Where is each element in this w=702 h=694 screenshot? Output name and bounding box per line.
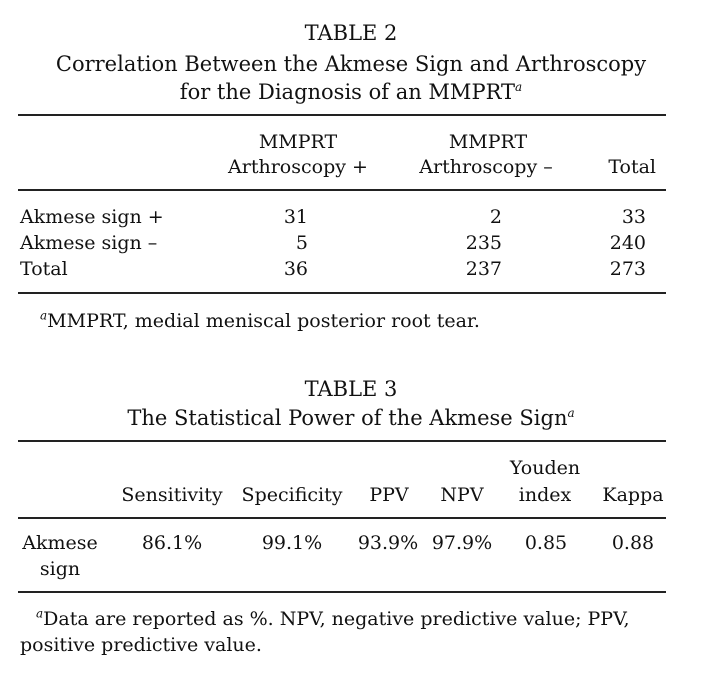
table3-footnote-line1: aData are reported as %. NPV, negative p… [36, 606, 630, 630]
table3-label: TABLE 3 [304, 377, 398, 401]
table2-row-label: Akmese sign + [20, 206, 164, 228]
table2-cell: 235 [465, 232, 502, 254]
table2-header-col2-line1: MMPRT [448, 131, 528, 153]
table2-header-col1-line2: Arthroscopy + [228, 156, 368, 178]
table2-caption-line2: for the Diagnosis of an MMPRTa [179, 80, 523, 104]
table3-caption: The Statistical Power of the Akmese Sign… [127, 406, 575, 430]
table3-header-sensitivity: Sensitivity [121, 484, 223, 506]
table3-cell-sensitivity: 86.1% [141, 532, 203, 554]
table3-header-youden-line1: Youden [509, 457, 581, 479]
table2-header-rule [18, 189, 666, 191]
table2-caption-footnote-marker: a [515, 80, 523, 94]
table3-cell-specificity: 99.1% [261, 532, 323, 554]
table2-footnote-marker: a [40, 308, 48, 323]
table2-cell: 5 [295, 232, 308, 254]
table3-footnote-marker: a [36, 606, 44, 621]
table3-header-rule [18, 517, 666, 519]
table2-cell: 2 [489, 206, 502, 228]
table2-cell: 36 [283, 258, 308, 280]
table2-header-col1-line1: MMPRT [258, 131, 338, 153]
table2-cell: 273 [609, 258, 646, 280]
table2-footnote: aMMPRT, medial meniscal posterior root t… [40, 308, 480, 332]
table3-row-label-line2: sign [39, 558, 81, 580]
table2-cell: 237 [465, 258, 502, 280]
table2-cell: 31 [283, 206, 308, 228]
table3-footnote-line2: positive predictive value. [20, 634, 262, 656]
table3-row-label-line1: Akmese [22, 532, 98, 554]
table2-top-rule [18, 114, 666, 116]
table3-bottom-rule [18, 591, 666, 593]
table2-header-total: Total [608, 156, 656, 178]
table3-top-rule [18, 440, 666, 442]
table3-cell-ppv: 93.9% [357, 532, 419, 554]
table3-header-specificity: Specificity [241, 484, 343, 506]
table3-cell-npv: 97.9% [431, 532, 493, 554]
table2-cell: 240 [609, 232, 646, 254]
table3-header-youden-line2: index [518, 484, 572, 506]
table3-caption-footnote-marker: a [567, 406, 575, 420]
table2-bottom-rule [18, 292, 666, 294]
table3-cell-youden: 0.85 [524, 532, 568, 554]
table2-row-label: Akmese sign – [20, 232, 158, 254]
table3-header-ppv: PPV [369, 484, 409, 506]
table3-header-kappa: Kappa [602, 484, 664, 506]
table2-label: TABLE 2 [304, 21, 398, 45]
table3-cell-kappa: 0.88 [611, 532, 655, 554]
table3-header-npv: NPV [440, 484, 484, 506]
table2-row-label: Total [20, 258, 68, 280]
table2-header-col2-line2: Arthroscopy – [419, 156, 553, 178]
table2-caption-line1: Correlation Between the Akmese Sign and … [55, 52, 647, 76]
table2-cell: 33 [621, 206, 646, 228]
